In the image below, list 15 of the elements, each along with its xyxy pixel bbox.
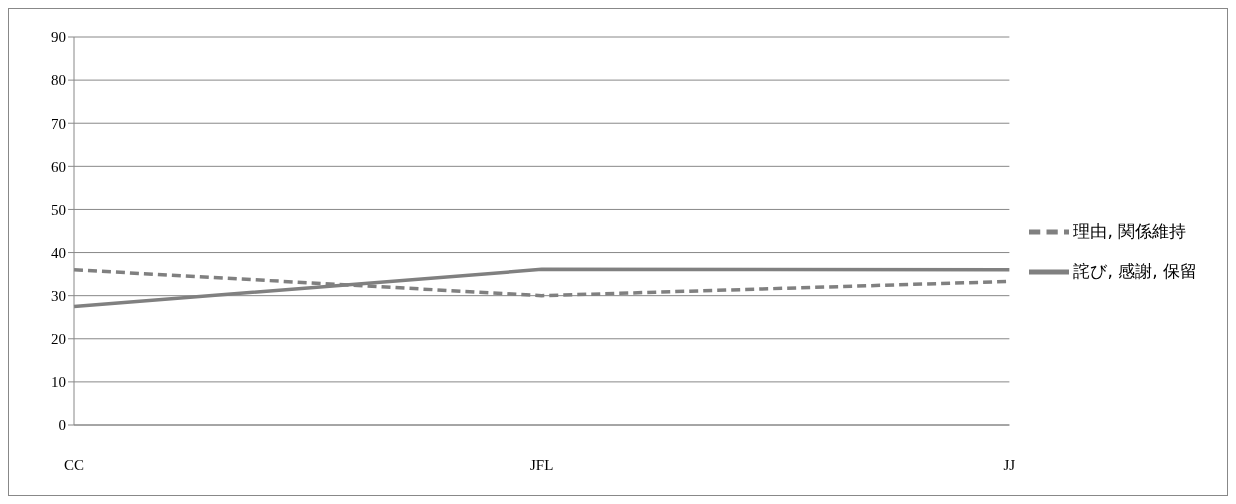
y-tick-label: 40 xyxy=(51,244,66,261)
y-tick-label: 20 xyxy=(51,331,66,348)
y-tick-label: 90 xyxy=(51,29,66,46)
y-tick-label: 70 xyxy=(51,115,66,132)
y-tick-label: 50 xyxy=(51,201,66,218)
y-tick-label: 30 xyxy=(51,287,66,304)
legend-label: 詫び, 感謝, 保留 xyxy=(1073,261,1197,281)
y-tick-label: 10 xyxy=(51,374,66,391)
x-tick-label: CC xyxy=(63,456,85,473)
y-tick-label: 80 xyxy=(51,72,66,89)
x-tick-label: JFL xyxy=(530,456,554,473)
y-tick-label: 60 xyxy=(51,158,66,175)
x-tick-label: JJ xyxy=(1003,456,1016,473)
y-tick-label: 0 xyxy=(58,417,66,434)
legend-label: 理由, 関係維持 xyxy=(1073,221,1187,241)
